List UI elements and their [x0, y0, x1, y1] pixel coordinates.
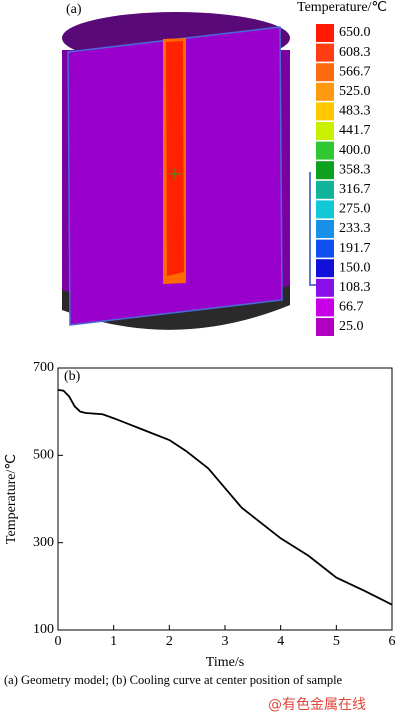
x-tick-label: 6	[389, 634, 396, 649]
legend-swatch	[316, 180, 334, 199]
panel-label: (b)	[64, 369, 81, 384]
legend-swatch	[316, 82, 334, 101]
y-tick-label: 500	[33, 448, 54, 463]
legend-label: 483.3	[339, 104, 371, 119]
legend-label: 525.0	[339, 84, 371, 99]
legend-label: 25.0	[339, 319, 364, 334]
watermark: @有色金属在线	[268, 697, 366, 713]
legend-swatch	[316, 63, 334, 82]
y-tick-label: 700	[33, 360, 54, 375]
y-axis-label: Temperature/℃	[4, 454, 19, 544]
hot-core	[166, 41, 184, 276]
x-tick-label: 2	[166, 634, 173, 649]
legend-swatch	[316, 43, 334, 62]
y-tick-label: 300	[33, 535, 54, 550]
panel-label: (a)	[66, 2, 82, 17]
cooling-curve	[57, 388, 393, 606]
legend-label: 316.7	[339, 182, 371, 197]
legend-label: 650.0	[339, 25, 371, 40]
legend-label: 608.3	[339, 45, 371, 60]
legend-label: 275.0	[339, 202, 371, 217]
legend-title: Temperature/℃	[297, 0, 387, 15]
legend-label: 66.7	[339, 300, 364, 315]
legend-swatch	[316, 278, 334, 297]
legend-swatch	[316, 259, 334, 278]
legend-swatch	[316, 141, 334, 160]
geometry-model	[62, 12, 316, 330]
x-axis-label: Time/s	[206, 655, 244, 670]
plot-frame	[57, 367, 393, 631]
legend-swatch	[316, 239, 334, 258]
legend-label: 191.7	[339, 241, 371, 256]
x-tick-label: 0	[55, 634, 62, 649]
x-tick-label: 4	[277, 634, 284, 649]
plot: 0 1 2 3 4 5 6 100 300 500 700	[33, 360, 396, 649]
legend-label: 108.3	[339, 280, 371, 295]
legend-swatch	[316, 298, 334, 317]
legend-label: 358.3	[339, 162, 371, 177]
y-tick-label: 100	[33, 622, 54, 637]
legend-swatch	[316, 318, 334, 336]
x-tick-label: 3	[222, 634, 229, 649]
legend-swatch	[316, 161, 334, 180]
legend-label: 441.7	[339, 123, 371, 138]
legend-label: 566.7	[339, 64, 371, 79]
legend-label: 150.0	[339, 260, 371, 275]
legend-swatch	[316, 102, 334, 121]
caption: (a) Geometry model; (b) Cooling curve at…	[4, 673, 343, 687]
legend-label: 233.3	[339, 221, 371, 236]
legend-swatch	[316, 24, 334, 42]
x-tick-label: 5	[333, 634, 340, 649]
legend-swatch	[316, 220, 334, 238]
legend-label: 400.0	[339, 143, 371, 158]
figure: (a) Temperature/℃ 650.0608.3566.7525.048…	[4, 0, 396, 670]
legend-swatch	[316, 200, 334, 219]
legend: 650.0 608.3 566.7 525.0 483.3 441.7 400.0 358.3…	[316, 24, 371, 336]
legend-swatch	[316, 122, 334, 140]
x-tick-label: 1	[110, 634, 117, 649]
bracket	[309, 172, 316, 286]
